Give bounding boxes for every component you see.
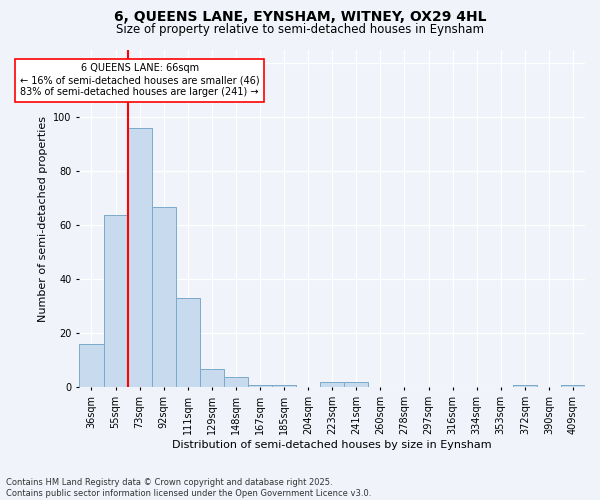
Bar	[344, 382, 368, 388]
X-axis label: Distribution of semi-detached houses by size in Eynsham: Distribution of semi-detached houses by …	[172, 440, 492, 450]
Bar	[200, 368, 224, 388]
Y-axis label: Number of semi-detached properties: Number of semi-detached properties	[38, 116, 48, 322]
Text: 6 QUEENS LANE: 66sqm
← 16% of semi-detached houses are smaller (46)
83% of semi-: 6 QUEENS LANE: 66sqm ← 16% of semi-detac…	[20, 64, 259, 96]
Bar	[513, 384, 537, 388]
Bar	[152, 206, 176, 388]
Bar	[272, 384, 296, 388]
Text: 6, QUEENS LANE, EYNSHAM, WITNEY, OX29 4HL: 6, QUEENS LANE, EYNSHAM, WITNEY, OX29 4H…	[114, 10, 486, 24]
Bar	[320, 382, 344, 388]
Bar	[176, 298, 200, 388]
Bar	[561, 384, 585, 388]
Text: Contains HM Land Registry data © Crown copyright and database right 2025.
Contai: Contains HM Land Registry data © Crown c…	[6, 478, 371, 498]
Bar	[248, 384, 272, 388]
Bar	[224, 376, 248, 388]
Bar	[104, 214, 128, 388]
Bar	[128, 128, 152, 388]
Text: Size of property relative to semi-detached houses in Eynsham: Size of property relative to semi-detach…	[116, 22, 484, 36]
Bar	[79, 344, 104, 388]
